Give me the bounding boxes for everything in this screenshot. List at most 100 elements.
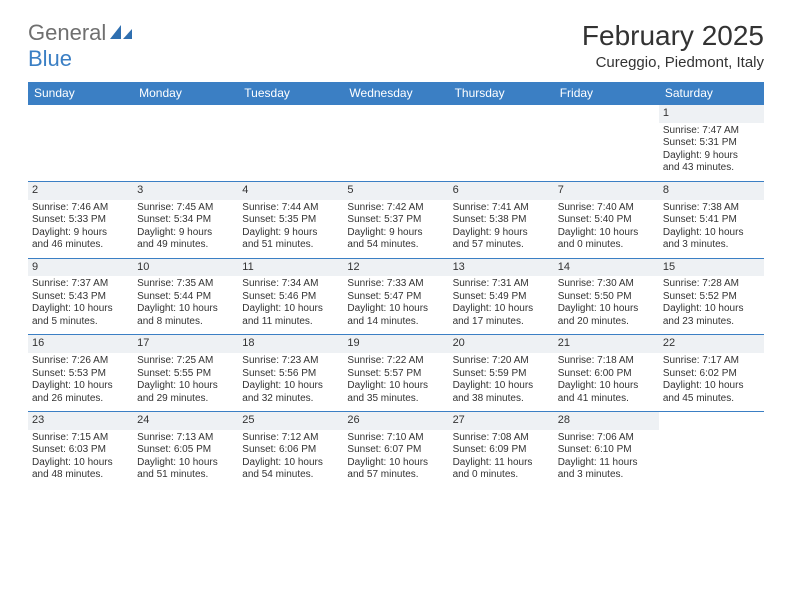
day-info-line: and 5 minutes. <box>32 316 129 329</box>
day-content: Sunrise: 7:06 AMSunset: 6:10 PMDaylight:… <box>554 430 659 488</box>
day-info-line <box>663 457 760 470</box>
day-info-line: and 3 minutes. <box>558 469 655 482</box>
calendar-cell: 11Sunrise: 7:34 AMSunset: 5:46 PMDayligh… <box>238 258 343 335</box>
day-info-line <box>242 137 339 150</box>
day-number <box>554 105 659 123</box>
day-info-line: Sunset: 5:53 PM <box>32 368 129 381</box>
day-number: 5 <box>343 182 448 200</box>
day-info-line: and 54 minutes. <box>347 239 444 252</box>
day-info-line <box>32 137 129 150</box>
day-info-line: Sunset: 5:46 PM <box>242 291 339 304</box>
day-number: 18 <box>238 335 343 353</box>
calendar-cell: 25Sunrise: 7:12 AMSunset: 6:06 PMDayligh… <box>238 412 343 488</box>
day-content: Sunrise: 7:31 AMSunset: 5:49 PMDaylight:… <box>449 276 554 334</box>
calendar-cell: 10Sunrise: 7:35 AMSunset: 5:44 PMDayligh… <box>133 258 238 335</box>
day-content: Sunrise: 7:22 AMSunset: 5:57 PMDaylight:… <box>343 353 448 411</box>
day-info-line <box>453 162 550 175</box>
calendar-cell: 23Sunrise: 7:15 AMSunset: 6:03 PMDayligh… <box>28 412 133 488</box>
day-number: 24 <box>133 412 238 430</box>
day-info-line: Daylight: 9 hours <box>663 150 760 163</box>
day-number: 16 <box>28 335 133 353</box>
day-info-line: Daylight: 10 hours <box>558 227 655 240</box>
calendar-table: Sunday Monday Tuesday Wednesday Thursday… <box>28 82 764 488</box>
calendar-cell: 17Sunrise: 7:25 AMSunset: 5:55 PMDayligh… <box>133 335 238 412</box>
day-content: Sunrise: 7:13 AMSunset: 6:05 PMDaylight:… <box>133 430 238 488</box>
day-info-line: and 20 minutes. <box>558 316 655 329</box>
day-info-line <box>453 137 550 150</box>
day-content: Sunrise: 7:30 AMSunset: 5:50 PMDaylight:… <box>554 276 659 334</box>
day-info-line: Daylight: 10 hours <box>558 303 655 316</box>
day-info-line: Sunrise: 7:13 AM <box>137 432 234 445</box>
day-info-line: Sunset: 5:50 PM <box>558 291 655 304</box>
title-block: February 2025 Cureggio, Piedmont, Italy <box>582 20 764 71</box>
day-content: Sunrise: 7:28 AMSunset: 5:52 PMDaylight:… <box>659 276 764 334</box>
calendar-cell: 16Sunrise: 7:26 AMSunset: 5:53 PMDayligh… <box>28 335 133 412</box>
calendar-cell: 15Sunrise: 7:28 AMSunset: 5:52 PMDayligh… <box>659 258 764 335</box>
day-info-line <box>558 162 655 175</box>
location-text: Cureggio, Piedmont, Italy <box>582 54 764 71</box>
day-info-line: Sunset: 5:55 PM <box>137 368 234 381</box>
logo: GeneralBlue <box>28 20 136 72</box>
day-info-line: Daylight: 10 hours <box>663 227 760 240</box>
day-number: 15 <box>659 259 764 277</box>
day-number: 1 <box>659 105 764 123</box>
day-number: 6 <box>449 182 554 200</box>
day-info-line <box>137 150 234 163</box>
day-info-line: Sunset: 6:06 PM <box>242 444 339 457</box>
calendar-cell <box>343 105 448 182</box>
day-info-line <box>242 150 339 163</box>
day-number: 11 <box>238 259 343 277</box>
day-number: 7 <box>554 182 659 200</box>
day-content: Sunrise: 7:44 AMSunset: 5:35 PMDaylight:… <box>238 200 343 258</box>
day-number: 12 <box>343 259 448 277</box>
day-info-line: and 0 minutes. <box>558 239 655 252</box>
calendar-body: 1Sunrise: 7:47 AMSunset: 5:31 PMDaylight… <box>28 105 764 488</box>
day-info-line: Sunrise: 7:40 AM <box>558 202 655 215</box>
day-info-line: Daylight: 10 hours <box>242 303 339 316</box>
day-info-line: Daylight: 10 hours <box>242 380 339 393</box>
day-info-line: Sunrise: 7:31 AM <box>453 278 550 291</box>
calendar-cell <box>238 105 343 182</box>
day-info-line: Sunrise: 7:37 AM <box>32 278 129 291</box>
day-info-line: Daylight: 11 hours <box>453 457 550 470</box>
day-content: Sunrise: 7:25 AMSunset: 5:55 PMDaylight:… <box>133 353 238 411</box>
day-info-line: and 51 minutes. <box>137 469 234 482</box>
day-content: Sunrise: 7:37 AMSunset: 5:43 PMDaylight:… <box>28 276 133 334</box>
header: GeneralBlue February 2025 Cureggio, Pied… <box>28 20 764 72</box>
day-info-line: Daylight: 10 hours <box>558 380 655 393</box>
dow-thursday: Thursday <box>449 82 554 105</box>
day-content: Sunrise: 7:41 AMSunset: 5:38 PMDaylight:… <box>449 200 554 258</box>
day-number: 22 <box>659 335 764 353</box>
day-number: 19 <box>343 335 448 353</box>
dow-saturday: Saturday <box>659 82 764 105</box>
day-info-line <box>663 444 760 457</box>
day-info-line: Sunrise: 7:33 AM <box>347 278 444 291</box>
day-info-line: and 11 minutes. <box>242 316 339 329</box>
day-content <box>238 123 343 181</box>
day-content: Sunrise: 7:33 AMSunset: 5:47 PMDaylight:… <box>343 276 448 334</box>
day-info-line: and 38 minutes. <box>453 393 550 406</box>
day-info-line <box>32 150 129 163</box>
day-info-line: and 51 minutes. <box>242 239 339 252</box>
dow-tuesday: Tuesday <box>238 82 343 105</box>
day-content: Sunrise: 7:45 AMSunset: 5:34 PMDaylight:… <box>133 200 238 258</box>
day-number: 2 <box>28 182 133 200</box>
day-content <box>133 123 238 181</box>
day-info-line <box>137 137 234 150</box>
day-info-line: Sunset: 5:40 PM <box>558 214 655 227</box>
day-content: Sunrise: 7:18 AMSunset: 6:00 PMDaylight:… <box>554 353 659 411</box>
day-info-line: Sunset: 6:05 PM <box>137 444 234 457</box>
calendar-cell: 26Sunrise: 7:10 AMSunset: 6:07 PMDayligh… <box>343 412 448 488</box>
calendar-cell: 14Sunrise: 7:30 AMSunset: 5:50 PMDayligh… <box>554 258 659 335</box>
day-number: 25 <box>238 412 343 430</box>
day-info-line: Sunset: 5:34 PM <box>137 214 234 227</box>
calendar-cell: 24Sunrise: 7:13 AMSunset: 6:05 PMDayligh… <box>133 412 238 488</box>
logo-text-general: General <box>28 20 106 45</box>
day-number: 9 <box>28 259 133 277</box>
day-info-line: Sunrise: 7:20 AM <box>453 355 550 368</box>
day-info-line: Sunset: 5:52 PM <box>663 291 760 304</box>
day-info-line: and 41 minutes. <box>558 393 655 406</box>
day-info-line <box>453 125 550 138</box>
day-info-line: Sunset: 6:10 PM <box>558 444 655 457</box>
calendar-header-row: Sunday Monday Tuesday Wednesday Thursday… <box>28 82 764 105</box>
